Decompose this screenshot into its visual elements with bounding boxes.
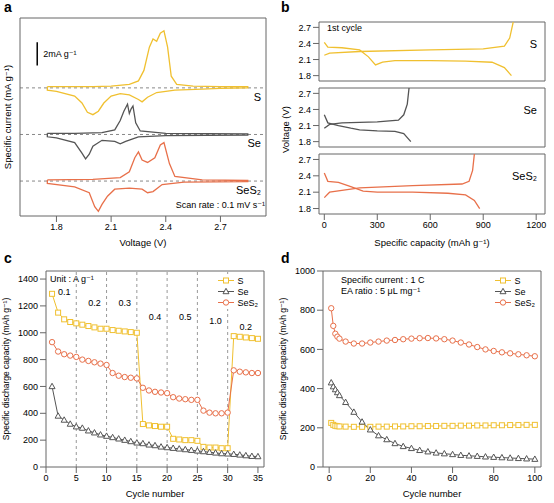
svg-text:0.5: 0.5 <box>179 312 192 322</box>
svg-text:0.2: 0.2 <box>240 322 253 332</box>
svg-text:0: 0 <box>327 473 332 483</box>
svg-text:0.1: 0.1 <box>58 287 71 297</box>
svg-text:0: 0 <box>322 220 327 230</box>
svg-text:1.8: 1.8 <box>298 137 311 147</box>
svg-text:100: 100 <box>527 473 542 483</box>
svg-text:0.4: 0.4 <box>149 312 162 322</box>
svg-text:30: 30 <box>223 473 233 483</box>
svg-text:Specific capacity (mAh g⁻¹): Specific capacity (mAh g⁻¹) <box>374 237 489 248</box>
html-text:S: S <box>529 38 537 50</box>
svg-text:2.4: 2.4 <box>298 171 311 181</box>
svg-text:5: 5 <box>74 473 79 483</box>
svg-text:1.0: 1.0 <box>209 316 222 326</box>
svg-text:0.3: 0.3 <box>118 298 131 308</box>
svg-text:1400: 1400 <box>18 274 38 284</box>
svg-text:400: 400 <box>300 384 315 394</box>
svg-text:600: 600 <box>423 220 438 230</box>
svg-text:800: 800 <box>23 355 38 365</box>
html-text:b: b <box>281 0 290 15</box>
svg-text:SeS₂: SeS₂ <box>236 184 261 196</box>
svg-text:Specific discharge capacity (m: Specific discharge capacity (mAh g⁻¹) <box>278 298 288 441</box>
html-text:Se: Se <box>523 104 537 116</box>
html-text:Se: Se <box>514 286 526 297</box>
html-text:EA ratio : 5 μL mg⁻¹: EA ratio : 5 μL mg⁻¹ <box>341 286 421 296</box>
svg-text:0: 0 <box>33 462 38 472</box>
svg-text:1.8: 1.8 <box>50 222 63 232</box>
html-text:1st cycle: 1st cycle <box>327 23 362 33</box>
svg-text:2.1: 2.1 <box>298 121 311 131</box>
svg-text:40: 40 <box>406 473 416 483</box>
html-text:S: S <box>514 275 521 286</box>
html-text:a: a <box>4 0 12 15</box>
svg-text:35: 35 <box>253 473 263 483</box>
html-text:SeS₂: SeS₂ <box>237 297 258 308</box>
svg-text:2.4: 2.4 <box>298 39 311 49</box>
svg-text:0: 0 <box>43 473 48 483</box>
svg-text:Cycle number: Cycle number <box>403 488 462 499</box>
svg-text:2.1: 2.1 <box>105 222 118 232</box>
html-text:Se: Se <box>237 286 249 297</box>
svg-text:200: 200 <box>23 435 38 445</box>
svg-text:Specific discharge capacity (m: Specific discharge capacity (mAh g⁻¹) <box>1 298 11 441</box>
svg-text:400: 400 <box>23 408 38 418</box>
svg-text:1.8: 1.8 <box>298 204 311 214</box>
svg-text:20: 20 <box>365 473 375 483</box>
svg-text:25: 25 <box>192 473 202 483</box>
svg-text:2.1: 2.1 <box>298 55 311 65</box>
svg-text:10: 10 <box>102 473 112 483</box>
svg-text:600: 600 <box>23 382 38 392</box>
svg-text:Specific current (mA g⁻¹): Specific current (mA g⁻¹) <box>2 65 13 169</box>
html-text:SeS₂: SeS₂ <box>514 297 535 308</box>
svg-text:1200: 1200 <box>18 301 38 311</box>
svg-text:80: 80 <box>489 473 499 483</box>
html-text:c: c <box>4 250 12 266</box>
svg-text:2.7: 2.7 <box>298 89 311 99</box>
svg-text:1.8: 1.8 <box>298 71 311 81</box>
html-text:Specific current : 1 C: Specific current : 1 C <box>341 275 425 285</box>
svg-text:2.4: 2.4 <box>298 105 311 115</box>
svg-text:S: S <box>254 91 261 103</box>
svg-text:Voltage (V): Voltage (V) <box>120 237 167 248</box>
svg-text:1200: 1200 <box>526 220 546 230</box>
svg-text:800: 800 <box>300 305 315 315</box>
svg-text:1000: 1000 <box>18 328 38 338</box>
svg-text:2.7: 2.7 <box>298 23 311 33</box>
svg-text:2.1: 2.1 <box>298 187 311 197</box>
svg-text:2mA g⁻¹: 2mA g⁻¹ <box>43 49 76 59</box>
html-text:Scan rate : 0.1 mV s⁻¹: Scan rate : 0.1 mV s⁻¹ <box>175 200 265 210</box>
svg-text:2.7: 2.7 <box>214 222 227 232</box>
svg-text:Unit : A g⁻¹: Unit : A g⁻¹ <box>50 274 94 284</box>
svg-text:15: 15 <box>132 473 142 483</box>
svg-text:Se: Se <box>248 137 261 149</box>
svg-text:900: 900 <box>476 220 491 230</box>
html-text:SeS₂: SeS₂ <box>511 170 537 182</box>
svg-text:2.7: 2.7 <box>298 155 311 165</box>
svg-text:2.4: 2.4 <box>160 222 173 232</box>
svg-text:20: 20 <box>162 473 172 483</box>
svg-text:1000: 1000 <box>295 266 315 276</box>
svg-text:0: 0 <box>310 462 315 472</box>
html-text:S: S <box>237 275 244 286</box>
svg-text:600: 600 <box>300 345 315 355</box>
svg-text:300: 300 <box>370 220 385 230</box>
html-text:d: d <box>281 250 290 266</box>
svg-text:Cycle number: Cycle number <box>126 488 185 499</box>
svg-text:200: 200 <box>300 423 315 433</box>
html-text:Voltage (V): Voltage (V) <box>279 106 291 153</box>
svg-text:0.2: 0.2 <box>88 298 101 308</box>
svg-text:60: 60 <box>448 473 458 483</box>
